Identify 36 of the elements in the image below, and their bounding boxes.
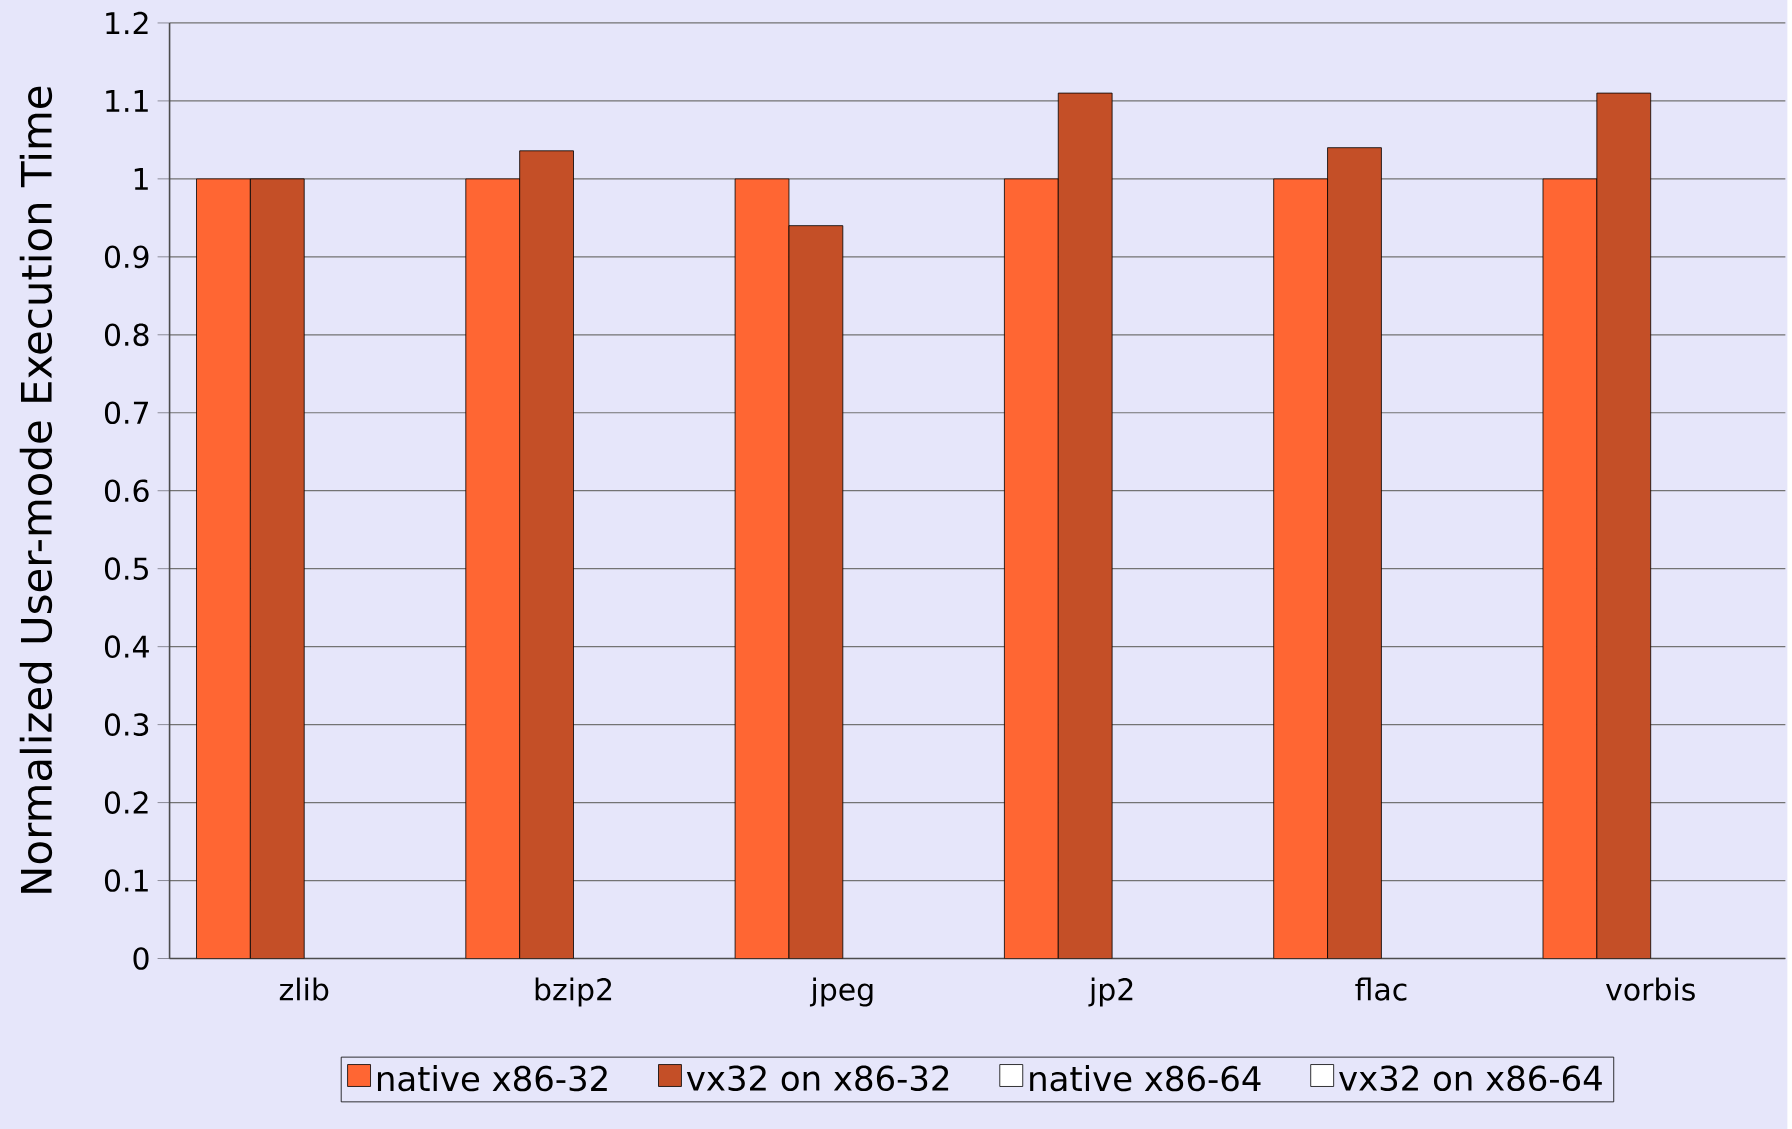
bar [465,178,521,959]
y-tick-label: 0.1 [104,869,148,892]
bar [196,178,251,959]
bar [249,178,305,959]
y-tick-label: 1 [134,167,148,190]
x-tick-label: vorbis [1605,977,1695,1001]
y-tick-label: 0.9 [104,245,149,269]
x-tick-label: jp2 [1088,977,1133,1007]
y-tick-label: 0.3 [104,713,149,736]
bar [1273,178,1328,959]
legend-label: native x86-64 [1030,1065,1261,1092]
bar [1542,178,1598,959]
y-tick-label: 0.6 [104,479,149,503]
bar [519,150,574,959]
bar [788,225,844,959]
x-tick-label: zlib [279,977,329,1001]
y-tick-label: 0.4 [104,635,149,658]
bar [1596,92,1652,959]
y-tick-label: 0.8 [104,323,149,347]
x-tick-label: flac [1355,977,1407,1001]
y-tick-label: 1.1 [106,89,148,112]
x-tick-label: jpeg [809,977,873,1007]
y-tick-label: 0.7 [104,401,148,425]
y-tick-label: 0 [133,947,149,970]
y-axis-title: Normalized User-mode Execution Time [19,86,53,893]
y-tick-label: 1.2 [106,11,148,35]
bar [1057,92,1113,959]
x-tick-label: bzip2 [535,977,612,1007]
legend-label: vx32 on x86-32 [686,1065,949,1092]
bar [734,178,790,959]
y-tick-label: 0.2 [104,791,148,814]
y-tick-label: 0.5 [104,557,148,580]
bar [1327,147,1382,959]
legend-label: native x86-32 [377,1065,607,1092]
legend-label: vx32 on x86-64 [1339,1065,1602,1092]
bar [1004,178,1059,959]
